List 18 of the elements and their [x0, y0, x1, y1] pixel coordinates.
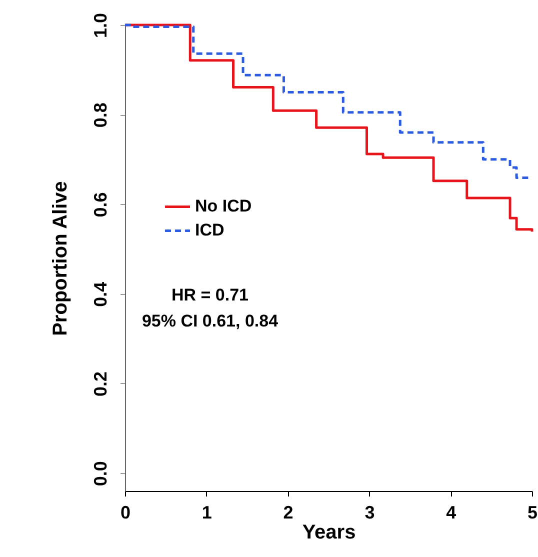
x-tick-label: 1 — [202, 502, 212, 522]
y-tick-label: 1.0 — [90, 12, 110, 38]
y-tick-label: 0.4 — [90, 282, 110, 307]
y-tick-label: 0.0 — [90, 461, 110, 486]
x-tick-label: 5 — [527, 502, 538, 522]
annotation: 95% CI 0.61, 0.84 — [142, 311, 279, 330]
legend-label: ICD — [195, 220, 224, 240]
y-axis-title: Proportion Alive — [50, 181, 72, 336]
x-tick-label: 0 — [120, 502, 131, 522]
x-axis-title: Years — [302, 522, 356, 544]
x-tick-label: 2 — [283, 502, 294, 522]
y-tick-label: 0.2 — [90, 371, 110, 396]
x-tick-label: 4 — [446, 502, 456, 522]
legend-label: No ICD — [195, 196, 252, 216]
annotation: HR = 0.71 — [171, 285, 249, 304]
y-tick-label: 0.6 — [90, 192, 110, 218]
x-tick-label: 3 — [364, 502, 375, 522]
y-tick-label: 0.8 — [90, 102, 110, 128]
